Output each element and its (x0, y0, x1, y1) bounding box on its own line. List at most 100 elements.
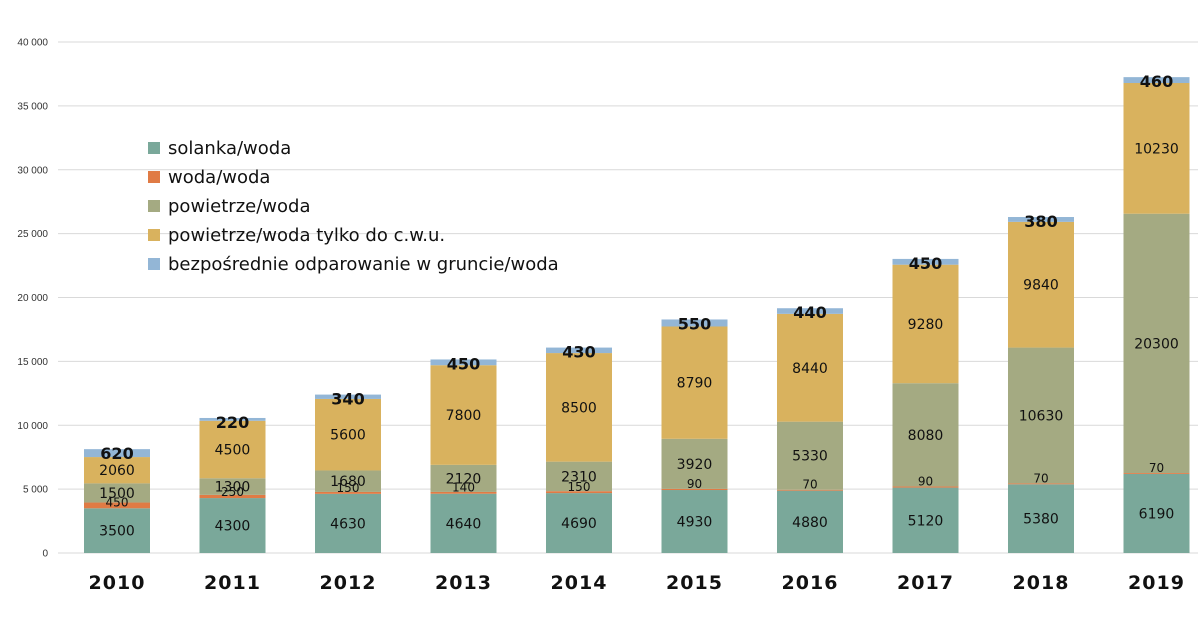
bar-segment (777, 490, 843, 553)
legend-swatch (148, 142, 160, 154)
bar-segment (1008, 347, 1074, 484)
x-tick-label: 2012 (320, 572, 377, 594)
data-label: 4500 (215, 443, 251, 459)
bar-segment (777, 308, 843, 314)
legend-label: bezpośrednie odparowanie w gruncie/woda (168, 254, 559, 275)
data-label: 450 (106, 495, 129, 509)
bar-segment (546, 353, 612, 462)
bar-segment (430, 365, 497, 465)
bar-segment (661, 488, 728, 491)
bar-segment (84, 508, 150, 553)
data-label: 340 (331, 390, 364, 409)
bar-segment (661, 326, 728, 439)
bar-segment (1123, 77, 1190, 84)
bar-segment (1008, 484, 1074, 553)
x-tick-label: 2018 (1013, 572, 1070, 594)
data-label: 10230 (1134, 141, 1179, 157)
legend-swatch (148, 200, 160, 212)
data-label: 4300 (215, 519, 251, 535)
x-tick-label: 2016 (782, 572, 839, 594)
data-label: 7800 (446, 408, 482, 424)
data-label: 150 (337, 481, 360, 495)
bar-segment (777, 421, 843, 490)
bar-segment (1008, 217, 1074, 222)
data-label: 9280 (908, 317, 944, 333)
x-axis-tick-labels: 2010 2011 2012 2013 2014 2015 2016 2017 2018 2019 (89, 572, 1184, 594)
legend-label: powietrze/woda tylko do c.w.u. (168, 225, 445, 246)
data-label: 2060 (99, 463, 135, 479)
bar-segment (199, 478, 266, 495)
bar-segment (1008, 483, 1074, 485)
data-label: 440 (793, 303, 826, 322)
x-tick-label: 2017 (897, 572, 954, 594)
data-label: 1500 (99, 486, 135, 502)
bar-segment (546, 491, 612, 494)
data-label: 450 (909, 254, 942, 273)
y-tick-label: 10 000 (17, 421, 48, 432)
bar-segment (1123, 473, 1190, 553)
bar-segment (315, 491, 381, 494)
data-label: 4640 (446, 516, 482, 532)
data-label: 5330 (792, 449, 828, 465)
data-label: 1300 (215, 480, 251, 496)
x-tick-label: 2013 (435, 572, 492, 594)
data-label: 8080 (908, 428, 944, 444)
bar-segment (546, 461, 612, 492)
bar-segment (892, 487, 959, 553)
data-label: 4630 (330, 516, 366, 532)
data-label: 450 (447, 354, 480, 373)
data-label: 140 (452, 481, 475, 495)
data-label: 90 (918, 475, 933, 489)
bar-segment (199, 420, 266, 479)
data-label: 5120 (908, 513, 944, 529)
data-label: 90 (687, 477, 702, 491)
data-label: 20300 (1134, 336, 1179, 352)
data-label: 70 (1033, 471, 1048, 485)
y-tick-label: 40 000 (17, 38, 48, 49)
bar-segment (315, 493, 381, 553)
y-tick-label: 30 000 (17, 165, 48, 176)
data-label: 4690 (561, 516, 597, 532)
data-label: 4880 (792, 515, 828, 531)
data-label: 220 (216, 413, 249, 432)
y-tick-label: 20 000 (17, 293, 48, 304)
data-label: 1680 (330, 474, 366, 490)
bar-segment (661, 490, 728, 553)
bars (84, 77, 1190, 553)
bar-segment (84, 449, 150, 458)
bar-segment (661, 438, 728, 489)
data-label: 10630 (1019, 408, 1064, 424)
bar-segment (892, 486, 959, 488)
bar-segment (1123, 473, 1190, 474)
legend-label: powietrze/woda (168, 196, 310, 217)
y-tick-label: 0 (42, 549, 48, 560)
bar-segment (430, 359, 497, 366)
bar-segment (1123, 213, 1190, 474)
legend-label: solanka/woda (168, 138, 291, 159)
data-label: 250 (221, 485, 244, 499)
bar-segment (84, 457, 150, 484)
bar-segment (892, 383, 959, 487)
bar-segment (315, 394, 381, 399)
y-axis-tick-labels: 0 5 000 10 000 15 000 20 000 25 000 30 000 35 0… (17, 38, 48, 560)
legend-swatch (148, 171, 160, 183)
data-label: 8790 (677, 376, 713, 392)
bar-segment (892, 258, 959, 265)
data-label: 8500 (561, 400, 597, 416)
x-tick-label: 2014 (551, 572, 608, 594)
bar-segment (315, 398, 381, 471)
bar-segment (1123, 83, 1190, 214)
data-label: 9840 (1023, 278, 1059, 294)
bar-segment (199, 498, 266, 553)
data-label: 3920 (677, 457, 713, 473)
bar-segment (661, 319, 728, 327)
y-tick-label: 5 000 (23, 485, 48, 496)
y-tick-label: 25 000 (17, 229, 48, 240)
data-label: 70 (802, 478, 817, 492)
y-tick-label: 35 000 (17, 101, 48, 112)
data-label: 4930 (677, 515, 713, 531)
data-labels: 3500450150020606204300250130045002204630… (99, 72, 1179, 540)
bar-segment (315, 470, 381, 492)
x-tick-label: 2011 (204, 572, 261, 594)
